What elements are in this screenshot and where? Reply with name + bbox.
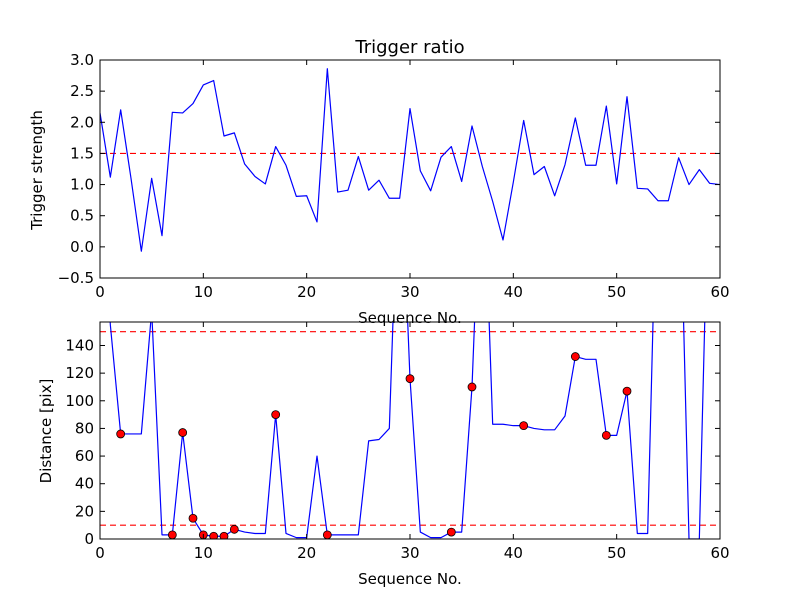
x-tick-label: 0 (95, 283, 105, 301)
chart-title: Trigger ratio (354, 37, 464, 58)
x-tick-label: 50 (607, 283, 626, 301)
y-tick-label: 120 (65, 364, 94, 382)
data-point (405, 374, 415, 384)
x-tick-label: 30 (400, 283, 419, 301)
x-tick-label: 10 (194, 283, 213, 301)
distance-chart: 0 10 20 30 40 50 60 0 20 40 60 80 100 120 140 Sequence… (37, 321, 730, 588)
data-point (219, 531, 229, 539)
plot-area (100, 68, 720, 252)
series-line (100, 68, 720, 252)
x-tick-label: 40 (504, 544, 523, 562)
data-point (178, 428, 188, 437)
ticks: 0 10 20 30 40 50 60 0 20 40 60 80 100 120 140 (65, 322, 730, 562)
x-tick-label: 50 (607, 544, 626, 562)
y-axis-label: Trigger strength (28, 110, 46, 231)
y-tick-label: 0 (84, 530, 94, 548)
data-point (446, 527, 456, 537)
y-tick-label: 2.0 (70, 113, 94, 131)
y-tick-label: 0.5 (70, 207, 94, 225)
x-tick-label: 0 (95, 544, 105, 562)
data-point (570, 352, 580, 361)
x-axis-label: Sequence No. (358, 570, 462, 588)
x-tick-label: 30 (400, 544, 419, 562)
y-tick-label: −0.5 (58, 269, 94, 287)
x-tick-label: 10 (194, 544, 213, 562)
data-point (167, 530, 177, 539)
y-axis-label: Distance [pix] (37, 379, 55, 484)
y-tick-label: 0.0 (70, 238, 94, 256)
data-point (229, 524, 239, 534)
data-point (622, 386, 632, 396)
y-tick-label: 140 (65, 336, 94, 354)
x-tick-label: 60 (710, 283, 729, 301)
x-tick-label: 40 (504, 283, 523, 301)
data-point (271, 410, 281, 420)
data-point (601, 430, 611, 440)
data-point (519, 421, 529, 431)
y-tick-label: 1.0 (70, 176, 94, 194)
x-tick-label: 20 (297, 544, 316, 562)
data-point (467, 382, 477, 392)
y-tick-label: 60 (75, 447, 94, 465)
x-tick-label: 60 (710, 544, 729, 562)
y-tick-label: 1.5 (70, 144, 94, 162)
y-tick-label: 80 (75, 419, 94, 437)
data-point (322, 530, 332, 539)
x-tick-label: 20 (297, 283, 316, 301)
data-point (188, 513, 198, 523)
ticks: 0 10 20 30 40 50 60 −0.5 0.0 0.5 1.0 1.5 2.0 2.5 3.0 (58, 51, 730, 301)
y-tick-label: 40 (75, 475, 94, 493)
plot-clip-group (100, 68, 720, 252)
trigger-ratio-chart: Trigger ratio 0 10 20 30 40 50 60 −0.5 0.0 0.5 1.0… (28, 37, 730, 327)
y-tick-label: 3.0 (70, 51, 94, 69)
y-tick-label: 100 (65, 392, 94, 410)
data-point (116, 429, 126, 439)
y-tick-label: 20 (75, 502, 94, 520)
y-tick-label: 2.5 (70, 82, 94, 100)
data-point (209, 531, 219, 539)
